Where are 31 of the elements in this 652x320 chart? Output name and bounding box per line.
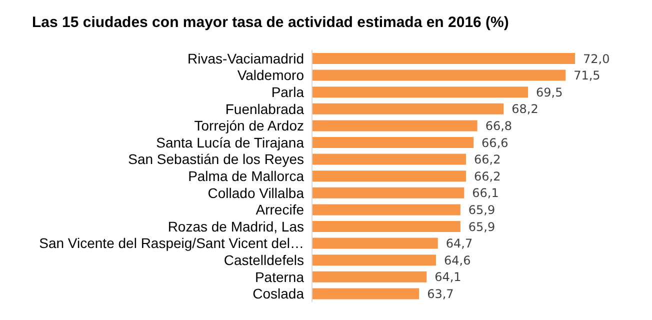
y-tick-label: Valdemoro xyxy=(237,67,304,84)
data-label: 65,9 xyxy=(468,220,496,234)
y-tick-label: Rozas de Madrid, Las xyxy=(168,218,304,234)
data-label: 69,5 xyxy=(536,85,563,100)
y-tick-label: Palma de Mallorca xyxy=(188,168,304,184)
data-label: 66,6 xyxy=(482,136,508,150)
y-tick-label: San Vicente del Raspeig/Sant Vicent del… xyxy=(39,235,304,252)
y-tick-label: Paterna xyxy=(254,268,304,285)
data-label: 72,0 xyxy=(583,52,610,66)
data-label: 66,1 xyxy=(472,186,499,200)
data-label: 71,5 xyxy=(574,68,600,83)
y-tick-label: Parla xyxy=(271,84,304,100)
data-label: 65,9 xyxy=(468,202,496,217)
data-label: 64,1 xyxy=(434,270,462,284)
data-label: 64,6 xyxy=(444,253,471,268)
data-label: 64,7 xyxy=(446,236,473,251)
y-tick-label: Rivas-Vaciamadrid xyxy=(188,50,304,66)
y-tick-label: San Sebastián de los Reyes xyxy=(128,151,304,168)
y-tick-label: Coslada xyxy=(252,286,304,302)
y-tick-label: Fuenlabrada xyxy=(225,100,304,117)
data-label: 66,2 xyxy=(474,152,501,167)
y-tick-label: Castelldefels xyxy=(224,252,304,268)
y-tick-label: Torrejón de Ardoz xyxy=(194,118,304,134)
chart-title: Las 15 ciudades con mayor tasa de actividad estimada en 2016 (%) xyxy=(31,13,510,33)
y-tick-label: Arrecife xyxy=(256,202,304,218)
data-label: 63,7 xyxy=(427,286,454,301)
data-label: 68,2 xyxy=(512,102,538,116)
y-tick-label: Santa Lucía de Tirajana xyxy=(156,134,304,150)
y-tick-label: Collado Villalba xyxy=(208,184,304,201)
data-label: 66,2 xyxy=(474,169,501,184)
data-label: 66,8 xyxy=(485,118,512,133)
